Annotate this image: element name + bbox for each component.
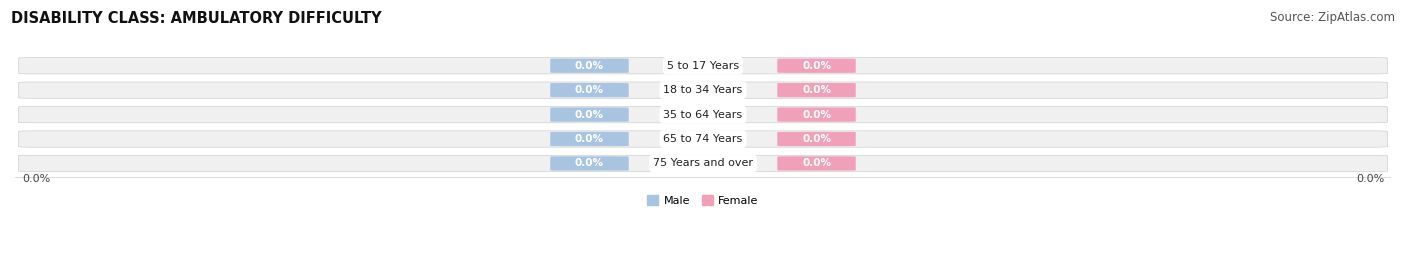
Text: 0.0%: 0.0% <box>801 85 831 95</box>
FancyBboxPatch shape <box>18 82 1388 98</box>
FancyBboxPatch shape <box>18 58 1388 74</box>
FancyBboxPatch shape <box>18 155 1388 172</box>
Text: 0.0%: 0.0% <box>1355 174 1384 184</box>
Text: Source: ZipAtlas.com: Source: ZipAtlas.com <box>1270 11 1395 24</box>
Text: 0.0%: 0.0% <box>801 61 831 71</box>
FancyBboxPatch shape <box>778 132 856 146</box>
Text: 18 to 34 Years: 18 to 34 Years <box>664 85 742 95</box>
Text: 0.0%: 0.0% <box>575 158 605 169</box>
FancyBboxPatch shape <box>550 156 628 171</box>
FancyBboxPatch shape <box>778 156 856 171</box>
FancyBboxPatch shape <box>550 107 628 122</box>
FancyBboxPatch shape <box>18 131 1388 147</box>
FancyBboxPatch shape <box>18 106 1388 123</box>
Text: DISABILITY CLASS: AMBULATORY DIFFICULTY: DISABILITY CLASS: AMBULATORY DIFFICULTY <box>11 11 382 26</box>
Text: 0.0%: 0.0% <box>801 158 831 169</box>
FancyBboxPatch shape <box>550 132 628 146</box>
Text: 35 to 64 Years: 35 to 64 Years <box>664 110 742 120</box>
Text: 0.0%: 0.0% <box>575 61 605 71</box>
FancyBboxPatch shape <box>778 83 856 97</box>
FancyBboxPatch shape <box>550 59 628 73</box>
FancyBboxPatch shape <box>550 83 628 97</box>
Text: 0.0%: 0.0% <box>801 110 831 120</box>
Text: 0.0%: 0.0% <box>801 134 831 144</box>
Text: 0.0%: 0.0% <box>575 134 605 144</box>
Legend: Male, Female: Male, Female <box>643 190 763 210</box>
Text: 0.0%: 0.0% <box>22 174 51 184</box>
Text: 5 to 17 Years: 5 to 17 Years <box>666 61 740 71</box>
FancyBboxPatch shape <box>778 107 856 122</box>
Text: 0.0%: 0.0% <box>575 85 605 95</box>
Text: 75 Years and over: 75 Years and over <box>652 158 754 169</box>
Text: 65 to 74 Years: 65 to 74 Years <box>664 134 742 144</box>
Text: 0.0%: 0.0% <box>575 110 605 120</box>
FancyBboxPatch shape <box>778 59 856 73</box>
